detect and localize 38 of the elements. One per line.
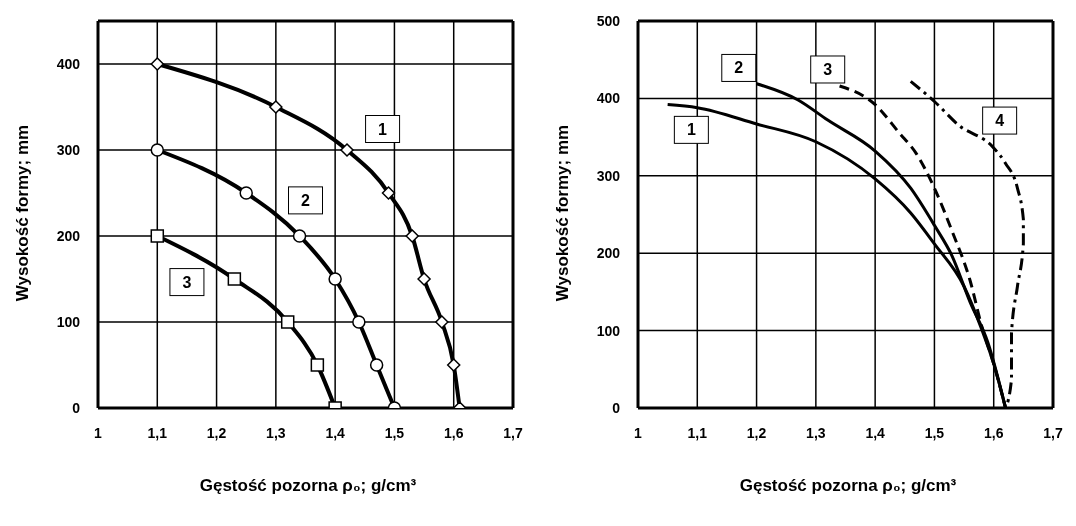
x-tick-label: 1: [634, 424, 643, 441]
y-tick-label: 100: [596, 322, 621, 339]
y-tick-label: 400: [596, 90, 621, 107]
annotation: 1: [378, 120, 388, 138]
x-tick-label: 1,2: [206, 424, 227, 441]
annotation: 1: [686, 121, 696, 139]
x-tick-label: 1: [94, 424, 103, 441]
x-tick-label: 1,3: [806, 424, 826, 441]
x-tick-label: 1,2: [746, 424, 767, 441]
annotation: 2: [734, 59, 744, 77]
x-tick-label: 1,1: [687, 424, 708, 441]
x-tick-label: 1,4: [865, 424, 886, 441]
x-tick-label: 1,4: [325, 424, 346, 441]
y-tick-label: 200: [56, 227, 81, 244]
y-tick-label: 300: [596, 167, 621, 184]
x-tick-label: 1,5: [384, 424, 405, 441]
annotation: 2: [301, 191, 311, 209]
y-tick-label: 0: [72, 399, 81, 416]
x-axis-title: Gęstość pozorna ρ₀; g/cm³: [198, 476, 418, 496]
y-axis-title: Wysokość formy; mm: [13, 124, 33, 302]
annotation: 3: [823, 60, 833, 78]
y-axis-title: Wysokość formy; mm: [553, 124, 573, 302]
y-tick-label: 400: [56, 55, 81, 72]
x-tick-label: 1,6: [983, 424, 1004, 441]
x-tick-label: 1,6: [443, 424, 464, 441]
y-tick-label: 0: [612, 399, 621, 416]
x-tick-label: 1,7: [1043, 424, 1063, 441]
y-tick-label: 500: [596, 12, 621, 29]
y-tick-label: 300: [56, 141, 81, 158]
y-tick-label: 200: [596, 245, 621, 262]
annotation: 4: [995, 112, 1005, 130]
y-tick-label: 100: [56, 313, 81, 330]
x-tick-label: 1,5: [924, 424, 945, 441]
x-tick-label: 1,3: [266, 424, 286, 441]
x-axis-title: Gęstość pozorna ρ₀; g/cm³: [738, 476, 958, 496]
x-tick-label: 1,1: [147, 424, 168, 441]
x-tick-label: 1,7: [503, 424, 523, 441]
annotation: 3: [182, 273, 192, 291]
